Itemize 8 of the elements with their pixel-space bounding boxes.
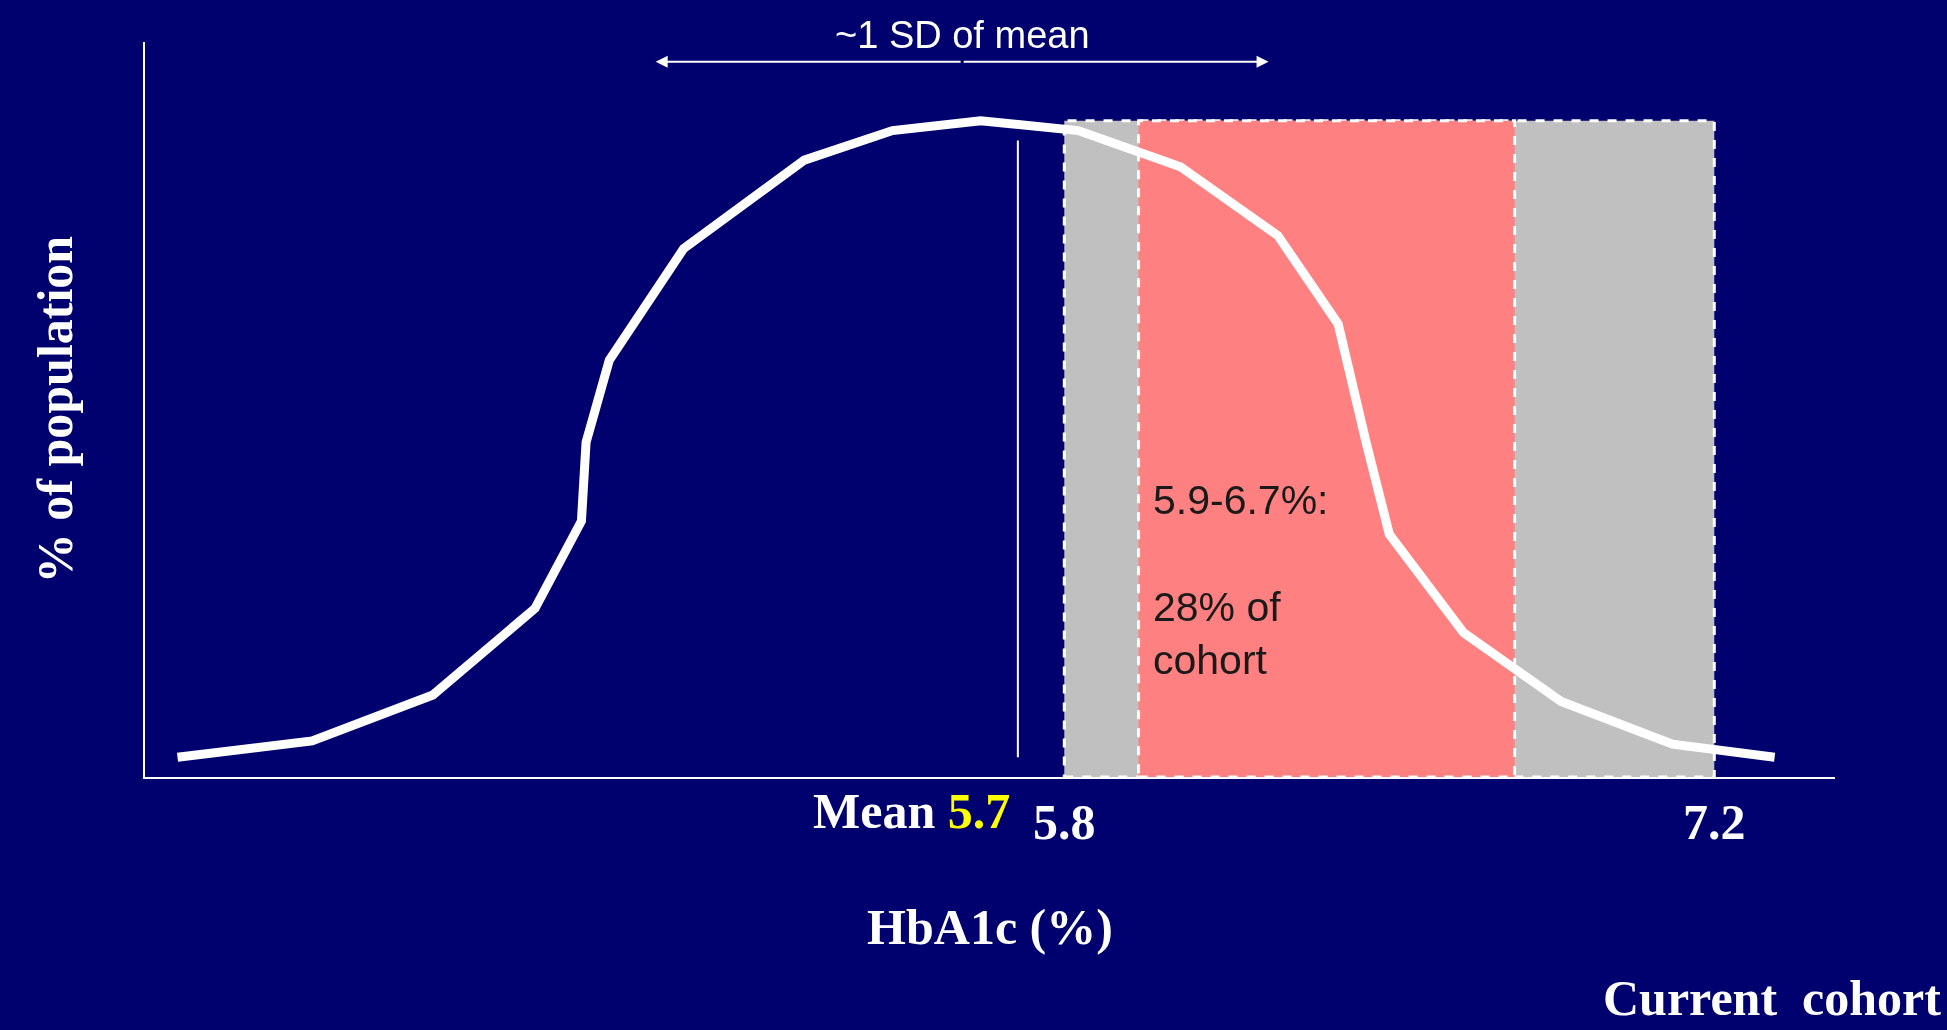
x-tick-label: 5.8 bbox=[1033, 794, 1096, 850]
y-axis-title: % of population bbox=[26, 235, 83, 584]
x-axis-title: HbA1c (%) bbox=[867, 899, 1113, 955]
text: 5.9-6.7%: 28% of cohort bbox=[1153, 477, 1329, 683]
x-tick-label: 7.2 bbox=[1683, 794, 1746, 850]
text: Current cohort bbox=[1603, 970, 1942, 1026]
text: ~1 SD of mean bbox=[835, 14, 1090, 56]
ref-line-label: Mean 5.7 bbox=[813, 783, 1011, 839]
